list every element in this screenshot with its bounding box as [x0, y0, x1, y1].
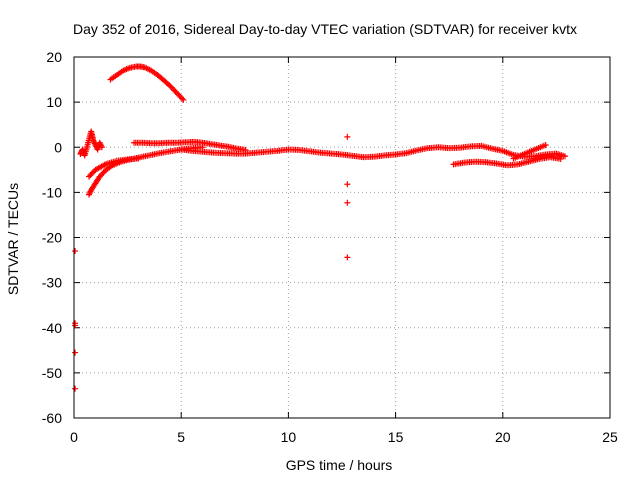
series-band-1 [131, 138, 249, 153]
data-point [179, 95, 186, 102]
series-arc-low-b [86, 155, 142, 180]
data-point [72, 349, 79, 356]
series-arc-low-a [86, 144, 206, 198]
series-arc-high [107, 63, 187, 103]
data-point [72, 322, 79, 329]
series-main [178, 142, 568, 161]
chart-title: Day 352 of 2016, Sidereal Day-to-day VTE… [73, 21, 577, 37]
x-tick-label: 10 [281, 429, 297, 445]
data-point [98, 144, 105, 151]
data-point [561, 153, 568, 160]
y-tick-label: -50 [42, 365, 62, 381]
y-tick-label: -40 [42, 320, 62, 336]
data-point [72, 385, 79, 392]
y-tick-label: -10 [42, 184, 62, 200]
data-point [344, 199, 351, 206]
x-tick-label: 25 [602, 429, 618, 445]
series-early [77, 128, 105, 159]
grid [74, 57, 610, 418]
series-outliers-0h [72, 248, 79, 392]
y-tick-label: -30 [42, 275, 62, 291]
data-point [344, 181, 351, 188]
y-axis-label: SDTVAR / TECUs [5, 183, 21, 295]
y-tick-label: 0 [54, 139, 62, 155]
tick-labels: 0 5 10 15 20 25 -60 -50 -40 -30 -20 -10 0 10 20 [42, 49, 618, 445]
series-late-rise [510, 141, 549, 162]
series-outliers-13h [344, 133, 351, 261]
data-point [135, 155, 142, 162]
data-points [72, 63, 568, 392]
y-tick-label: 10 [46, 94, 62, 110]
x-tick-label: 0 [70, 429, 78, 445]
data-point [180, 96, 187, 103]
x-axis-label: GPS time / hours [286, 457, 393, 473]
series-late-band [450, 154, 564, 169]
y-tick-label: 20 [46, 49, 62, 65]
data-point [542, 141, 549, 148]
data-point [557, 155, 564, 162]
y-tick-label: -20 [42, 230, 62, 246]
data-point [344, 254, 351, 261]
x-tick-label: 5 [177, 429, 185, 445]
y-tick-label: -60 [42, 410, 62, 426]
data-point [344, 133, 351, 140]
x-tick-label: 20 [495, 429, 511, 445]
x-tick-label: 15 [388, 429, 404, 445]
plot-frame [73, 56, 611, 419]
data-point [72, 248, 79, 255]
